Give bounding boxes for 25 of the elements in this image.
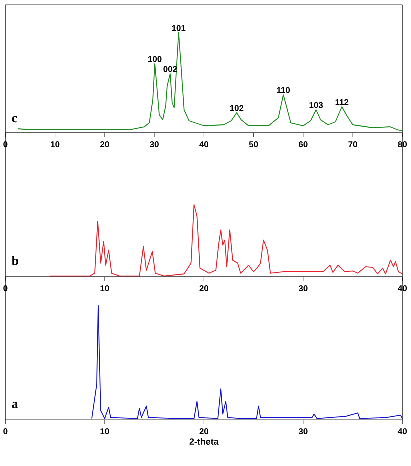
x-tick-label: 30 [299, 286, 308, 292]
annotation: a [12, 402, 18, 408]
x-tick-label: 10 [100, 286, 110, 292]
annotation: c [12, 116, 18, 123]
x-tick-label: 0 [4, 428, 8, 435]
annotation: 110 [277, 87, 290, 94]
x-tick-label: 40 [200, 142, 209, 148]
annotation: 102 [230, 105, 244, 112]
x-tick-label: 20 [200, 286, 209, 292]
x-tick-label: 30 [299, 428, 308, 435]
x-tick-label: 60 [299, 142, 308, 148]
x-tick-label: 20 [200, 428, 209, 435]
annotation: 112 [336, 99, 349, 106]
x-tick-label: 50 [250, 142, 258, 148]
x-tick-label: 10 [100, 428, 110, 435]
annotation: b [12, 256, 19, 266]
annotation: 101 [172, 25, 186, 32]
annotation: 103 [310, 102, 324, 108]
x-tick-label: 30 [150, 142, 160, 148]
annotation: 100 [148, 56, 162, 62]
x-tick-label: 40 [398, 428, 408, 435]
x-axis-title: 2-theta [190, 438, 220, 445]
x-tick-label: 10 [51, 142, 60, 148]
x-tick-label: 70 [348, 142, 358, 148]
x-tick-label: 20 [100, 142, 110, 148]
